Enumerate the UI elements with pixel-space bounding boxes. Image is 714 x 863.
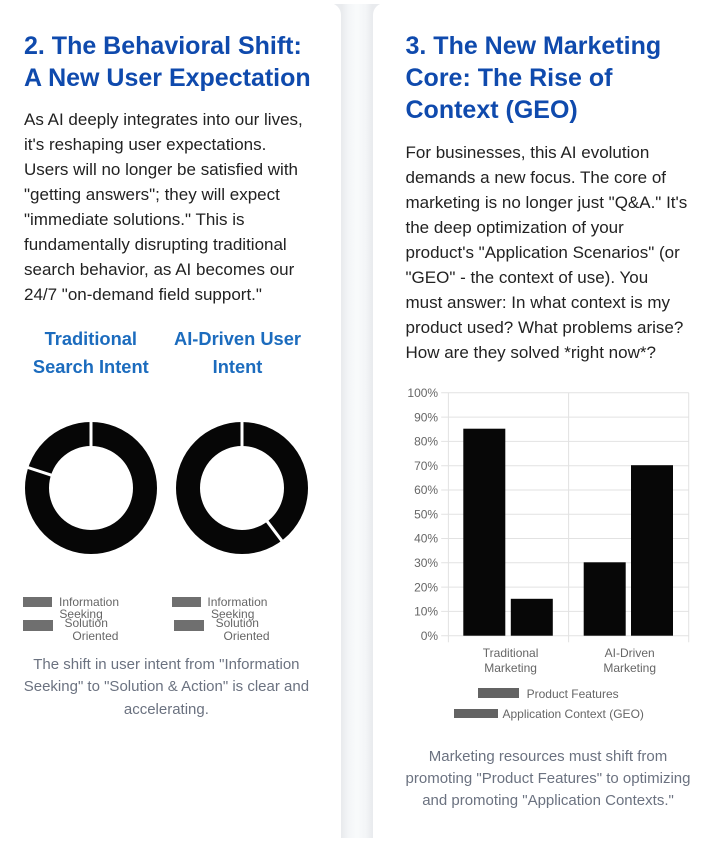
- svg-text:40%: 40%: [414, 532, 438, 546]
- svg-text:50%: 50%: [414, 508, 438, 522]
- svg-text:100%: 100%: [407, 386, 438, 400]
- svg-text:70%: 70%: [414, 459, 438, 473]
- svg-text:20%: 20%: [414, 580, 438, 594]
- svg-text:60%: 60%: [414, 483, 438, 497]
- svg-text:30%: 30%: [414, 556, 438, 570]
- svg-text:0%: 0%: [421, 629, 439, 643]
- svg-text:80%: 80%: [414, 435, 438, 449]
- svg-text:90%: 90%: [414, 410, 438, 424]
- svg-text:10%: 10%: [414, 605, 438, 619]
